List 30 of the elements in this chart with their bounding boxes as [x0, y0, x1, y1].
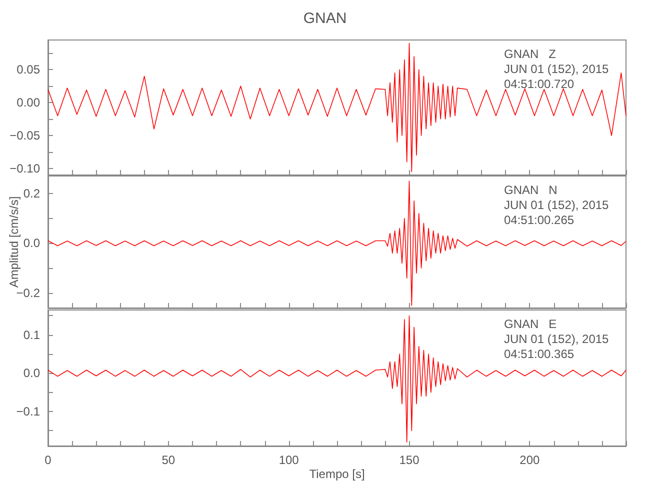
annotation: 04:51:00.265: [504, 213, 574, 227]
y-tick-label: 0.05: [16, 62, 40, 77]
x-tick-label: 0: [44, 453, 52, 467]
annotation: GNAN Z: [504, 47, 556, 61]
annotation: GNAN E: [504, 317, 557, 331]
line-series: [48, 42, 626, 172]
line-series: [48, 315, 626, 443]
y-tick-label: −0.05: [10, 128, 40, 142]
x-tick-label: 100: [278, 453, 300, 467]
x-axis-title: Tiempo [s]: [309, 467, 365, 481]
y-axis-title: Amplitud [cm/s/s]: [7, 196, 21, 288]
y-tick-label: 0.1: [23, 328, 40, 342]
annotation: JUN 01 (152), 2015: [504, 198, 610, 212]
y-tick-label: −0.2: [16, 286, 40, 300]
x-tick-label: 150: [399, 453, 420, 467]
y-tick-label: 0.2: [23, 186, 40, 200]
chart-title: GNAN: [303, 10, 347, 27]
x-tick-label: 50: [162, 453, 176, 467]
annotation: 04:51:00.365: [504, 347, 574, 361]
y-tick-label: 0.00: [16, 96, 40, 110]
y-tick-label: −0.10: [10, 161, 40, 176]
line-series: [48, 180, 626, 306]
annotation: GNAN N: [504, 183, 558, 197]
annotation: JUN 01 (152), 2015: [504, 62, 610, 76]
y-tick-label: 0.0: [23, 236, 40, 250]
annotation: JUN 01 (152), 2015: [504, 332, 610, 346]
x-tick-label: 200: [520, 453, 540, 467]
y-tick-label: −0.1: [16, 404, 40, 419]
y-tick-label: 0.0: [23, 366, 40, 380]
annotation: 04:51:00.720: [504, 77, 574, 91]
